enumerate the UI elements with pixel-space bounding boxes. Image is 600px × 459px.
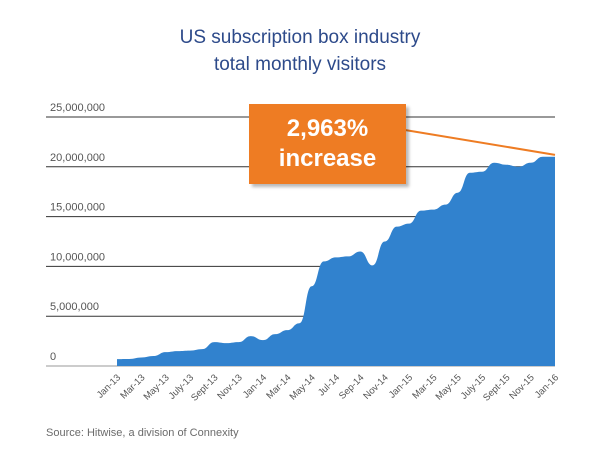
chart-title-line1: US subscription box industry xyxy=(179,27,421,48)
y-tick-label: 25,000,000 xyxy=(50,102,105,114)
x-tick-label: May-14 xyxy=(288,372,318,402)
y-tick-label: 10,000,000 xyxy=(50,251,105,263)
chart-title: US subscription box industry total month… xyxy=(0,24,600,78)
x-tick-label: May-15 xyxy=(434,372,464,402)
visitors-area-series xyxy=(117,156,555,366)
source-note: Source: Hitwise, a division of Connexity xyxy=(46,427,239,439)
y-tick-label: 0 xyxy=(50,351,56,363)
y-tick-label: 15,000,000 xyxy=(50,202,105,214)
chart-title-line2: total monthly visitors xyxy=(213,54,387,75)
x-tick-label: Nov-15 xyxy=(507,372,536,401)
callout-pointer-line xyxy=(404,129,556,156)
callout-label: increase xyxy=(278,145,377,172)
x-axis-labels: Jan-13Mar-13May-13July-13Sept-13Nov-13Ja… xyxy=(95,372,561,403)
x-tick-label: Sep-14 xyxy=(337,372,366,401)
y-axis-labels: 0 5,000,000 10,000,000 15,000,000 20,000,000… xyxy=(50,102,105,363)
x-tick-label: Sept-15 xyxy=(481,372,512,403)
x-tick-label: Nov-13 xyxy=(215,372,244,401)
callout-percentage: 2,963% xyxy=(286,115,369,142)
x-tick-label: Jan-13 xyxy=(95,372,123,400)
y-tick-label: 20,000,000 xyxy=(50,152,105,164)
x-tick-label: May-13 xyxy=(142,372,172,402)
x-tick-label: Sept-13 xyxy=(189,372,220,403)
y-tick-label: 5,000,000 xyxy=(50,301,99,313)
x-tick-label: Jan-14 xyxy=(241,372,269,400)
x-tick-label: Jan-15 xyxy=(387,372,415,400)
x-tick-label: Jan-16 xyxy=(533,372,561,400)
x-tick-label: Nov-14 xyxy=(361,372,390,401)
increase-callout: 2,963% increase xyxy=(249,104,406,184)
